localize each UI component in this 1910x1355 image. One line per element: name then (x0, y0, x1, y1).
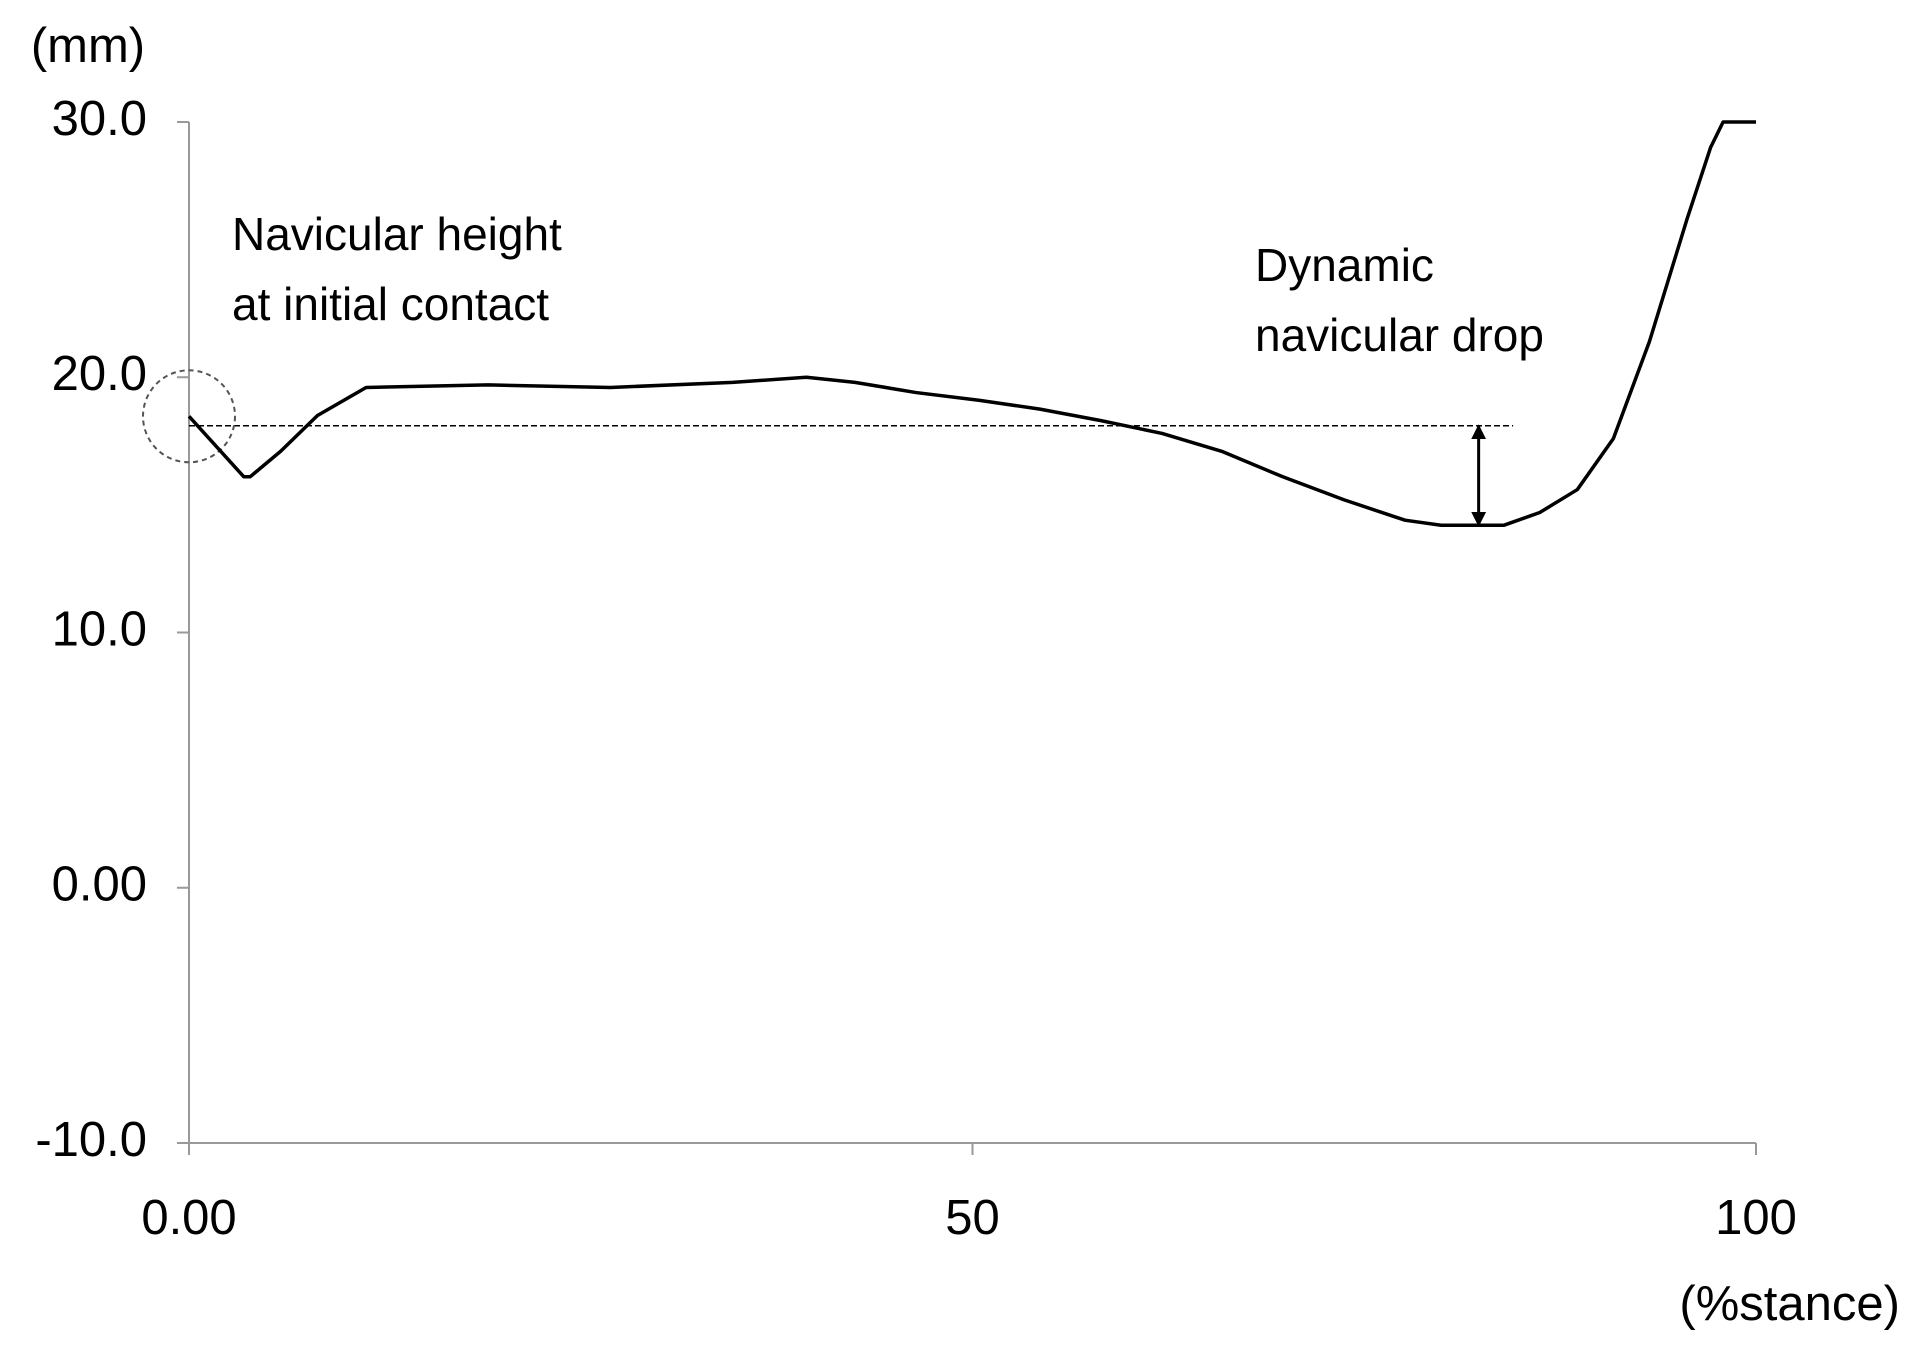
x-tick-label: 0.00 (141, 1191, 236, 1245)
y-tick-label: -10.0 (35, 1113, 147, 1167)
annotation: at initial contact (232, 278, 549, 330)
y-tick-label: 0.00 (52, 858, 147, 912)
x-axis-label: (%stance) (1679, 1277, 1900, 1331)
y-axis-label: (mm) (31, 19, 145, 73)
y-tick-label: 20.0 (52, 347, 147, 401)
y-tick-label: 30.0 (52, 92, 147, 146)
x-tick-label: 50 (945, 1191, 1000, 1245)
x-tick-label: 100 (1715, 1191, 1797, 1245)
data-line (187, 120, 1756, 528)
annotation: Dynamic (1255, 239, 1434, 291)
initial-contact-marker (142, 369, 236, 464)
y-tick-label: 10.0 (52, 602, 147, 656)
annotation: navicular drop (1255, 309, 1544, 361)
annotation: Navicular height (232, 208, 562, 260)
